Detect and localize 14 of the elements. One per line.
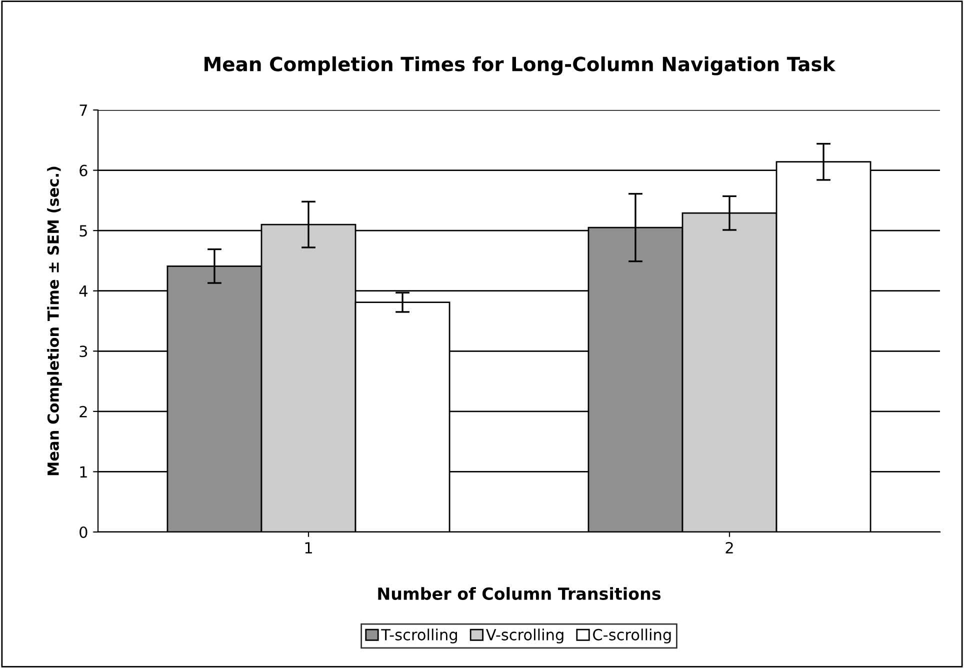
y-tick-label: 7 [80,104,87,116]
y-tick-label: 2 [80,406,87,418]
legend-label: T-scrolling [381,628,457,644]
legend-label: C-scrolling [593,628,671,644]
y-axis-title: Mean Completion Time ± SEM (sec.) [47,166,62,476]
y-tick-label: 4 [79,286,88,297]
y-tick-label: 0 [80,526,88,538]
y-tick-label: 3 [80,346,88,358]
y-tick-label: 1 [80,466,87,478]
chart-title: Mean Completion Times for Long-Column Navigation Task [204,56,836,76]
legend-label: V-scrolling [486,628,564,644]
y-tick-label: 6 [80,164,88,176]
y-tick-label: 5 [80,225,87,237]
x-axis-title: Number of Column Transitions [378,587,661,600]
